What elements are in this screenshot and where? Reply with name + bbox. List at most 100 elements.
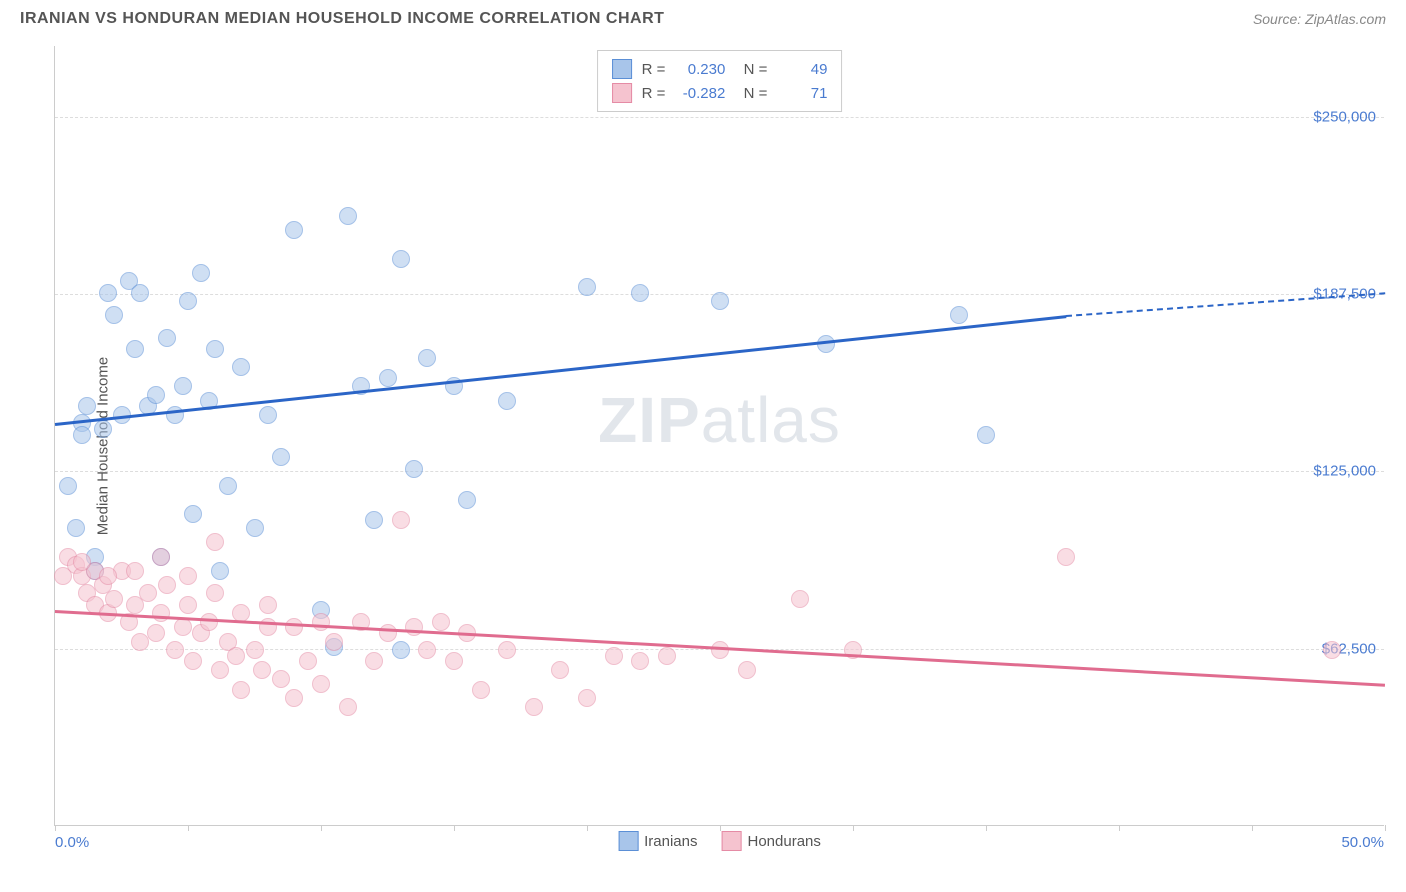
n-value: 49 — [777, 61, 827, 78]
data-point — [246, 519, 264, 537]
x-tick — [853, 825, 854, 831]
legend-label: Hondurans — [747, 833, 820, 850]
data-point — [211, 562, 229, 580]
data-point — [179, 567, 197, 585]
chart-title: IRANIAN VS HONDURAN MEDIAN HOUSEHOLD INC… — [20, 10, 664, 28]
x-tick — [1119, 825, 1120, 831]
legend-swatch — [721, 831, 741, 851]
data-point — [227, 647, 245, 665]
source-label: Source: ZipAtlas.com — [1253, 11, 1386, 27]
trend-line — [55, 315, 1066, 425]
data-point — [432, 613, 450, 631]
data-point — [285, 689, 303, 707]
scatter-chart: ZIPatlas R = 0.230 N = 49 R = -0.282 N = 71 0… — [54, 46, 1384, 826]
data-point — [147, 386, 165, 404]
data-point — [158, 329, 176, 347]
data-point — [259, 406, 277, 424]
data-point — [299, 652, 317, 670]
x-tick — [188, 825, 189, 831]
data-point — [405, 618, 423, 636]
data-point — [152, 604, 170, 622]
data-point — [578, 278, 596, 296]
legend-swatch — [612, 59, 632, 79]
r-value: -0.282 — [675, 85, 725, 102]
data-point — [219, 477, 237, 495]
x-tick — [1252, 825, 1253, 831]
data-point — [152, 548, 170, 566]
data-point — [105, 306, 123, 324]
data-point — [184, 652, 202, 670]
data-point — [232, 358, 250, 376]
n-label: N = — [735, 85, 767, 102]
data-point — [525, 698, 543, 716]
data-point — [147, 624, 165, 642]
series-legend: Iranians Hondurans — [618, 831, 821, 851]
data-point — [99, 567, 117, 585]
data-point — [339, 698, 357, 716]
r-label: R = — [642, 61, 666, 78]
data-point — [73, 553, 91, 571]
data-point — [418, 641, 436, 659]
data-point — [54, 567, 72, 585]
r-label: R = — [642, 85, 666, 102]
data-point — [445, 652, 463, 670]
data-point — [126, 562, 144, 580]
r-value: 0.230 — [675, 61, 725, 78]
data-point — [285, 221, 303, 239]
legend-swatch — [612, 83, 632, 103]
trend-line-extrapolated — [1066, 293, 1385, 318]
data-point — [246, 641, 264, 659]
n-label: N = — [735, 61, 767, 78]
watermark: ZIPatlas — [598, 383, 841, 457]
legend-label: Iranians — [644, 833, 697, 850]
n-value: 71 — [777, 85, 827, 102]
data-point — [211, 661, 229, 679]
data-point — [206, 340, 224, 358]
data-point — [551, 661, 569, 679]
data-point — [73, 426, 91, 444]
data-point — [1323, 641, 1341, 659]
data-point — [174, 618, 192, 636]
data-point — [498, 641, 516, 659]
legend-stats-row: R = -0.282 N = 71 — [612, 81, 828, 105]
data-point — [67, 519, 85, 537]
data-point — [498, 392, 516, 410]
data-point — [312, 675, 330, 693]
data-point — [631, 652, 649, 670]
y-tick-label: $250,000 — [1313, 108, 1376, 125]
data-point — [458, 491, 476, 509]
data-point — [200, 613, 218, 631]
data-point — [711, 292, 729, 310]
data-point — [379, 369, 397, 387]
data-point — [285, 618, 303, 636]
legend-item: Hondurans — [721, 831, 820, 851]
data-point — [179, 596, 197, 614]
data-point — [578, 689, 596, 707]
data-point — [192, 264, 210, 282]
data-point — [950, 306, 968, 324]
data-point — [977, 426, 995, 444]
data-point — [392, 511, 410, 529]
data-point — [472, 681, 490, 699]
data-point — [379, 624, 397, 642]
x-tick — [720, 825, 721, 831]
data-point — [253, 661, 271, 679]
data-point — [126, 340, 144, 358]
data-point — [166, 641, 184, 659]
data-point — [272, 448, 290, 466]
x-tick — [587, 825, 588, 831]
data-point — [312, 613, 330, 631]
x-tick — [454, 825, 455, 831]
data-point — [392, 250, 410, 268]
data-point — [791, 590, 809, 608]
legend-stats-row: R = 0.230 N = 49 — [612, 57, 828, 81]
data-point — [59, 477, 77, 495]
chart-header: IRANIAN VS HONDURAN MEDIAN HOUSEHOLD INC… — [0, 0, 1406, 34]
data-point — [99, 284, 117, 302]
correlation-legend: R = 0.230 N = 49 R = -0.282 N = 71 — [597, 50, 843, 112]
x-axis-min-label: 0.0% — [55, 834, 89, 851]
data-point — [365, 511, 383, 529]
data-point — [184, 505, 202, 523]
data-point — [631, 284, 649, 302]
legend-item: Iranians — [618, 831, 697, 851]
